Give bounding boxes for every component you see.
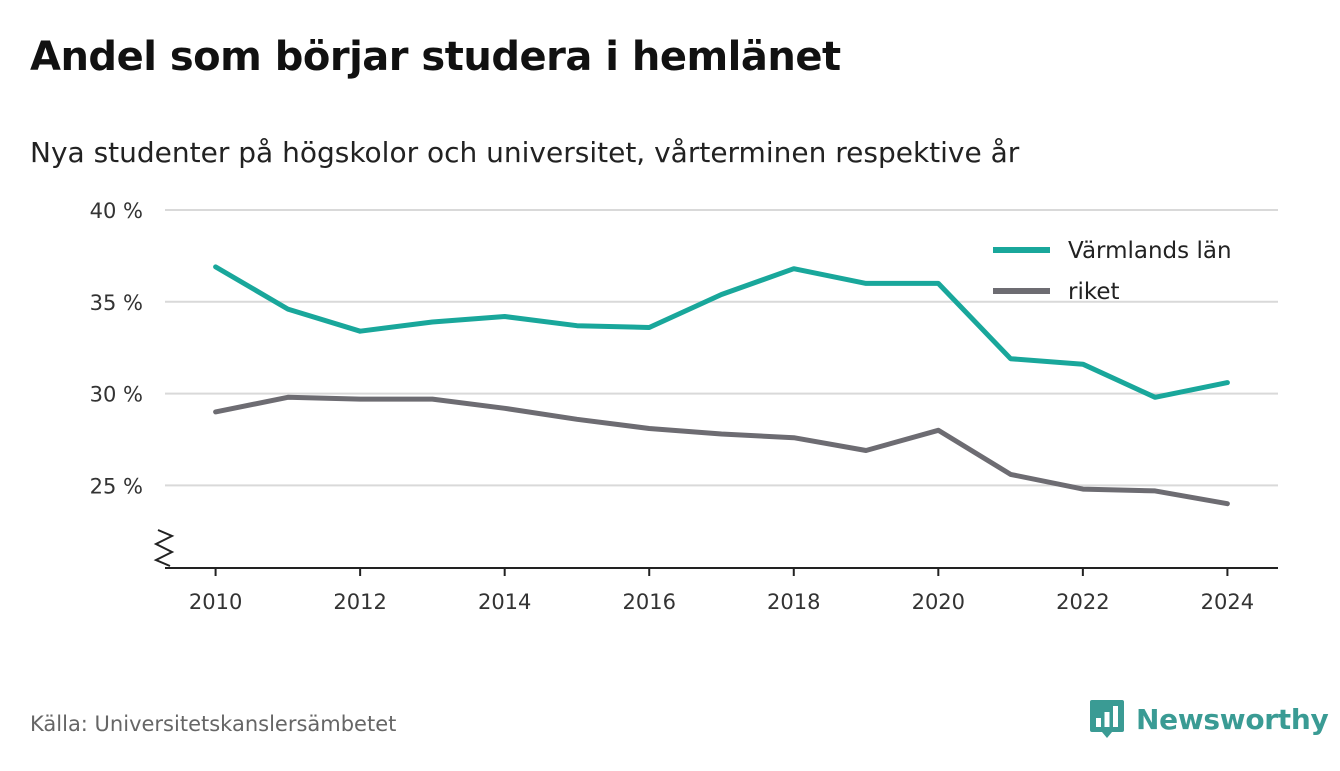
y-tick-label: 30 % [90,383,143,407]
y-tick-label: 40 % [90,199,143,223]
x-axis: 2010 2012 2014 2016 2018 2020 2022 2024 [153,529,1278,614]
series-line-riket [213,394,1230,507]
brand-name: Newsworthy [1136,702,1329,736]
chart-title: Andel som börjar studera i hemlänet [30,34,841,80]
legend: Värmlands län riket [993,238,1232,305]
chart-subtitle: Nya studenter på högskolor och universit… [30,136,1020,169]
series-line-värmlands-län [213,264,1230,400]
axis-break-icon [153,529,175,567]
x-tick-label: 2022 [1056,590,1109,614]
y-tick-label: 25 % [90,474,143,498]
source-note: Källa: Universitetskanslersämbetet [30,712,397,736]
x-tick-label: 2018 [767,590,820,614]
y-tick-label: 35 % [90,291,143,315]
legend-label: riket [1068,279,1120,305]
x-tick-label: 2016 [623,590,676,614]
brand-logo: Newsworthy [1088,698,1329,740]
x-tick-label: 2012 [333,590,386,614]
x-tick-label: 2024 [1201,590,1254,614]
series-lines [213,264,1230,507]
grid-lines [165,209,1278,487]
y-axis-ticks: 25 % 30 % 35 % 40 % [90,199,143,498]
x-tick-label: 2020 [912,590,965,614]
x-tick-label: 2010 [189,590,242,614]
bar-chart-icon [1090,700,1124,738]
legend-label: Värmlands län [1068,238,1232,264]
line-chart: 25 % 30 % 35 % 40 % 2010 2012 2014 2016 2018 202… [90,199,1278,614]
x-tick-label: 2014 [478,590,531,614]
